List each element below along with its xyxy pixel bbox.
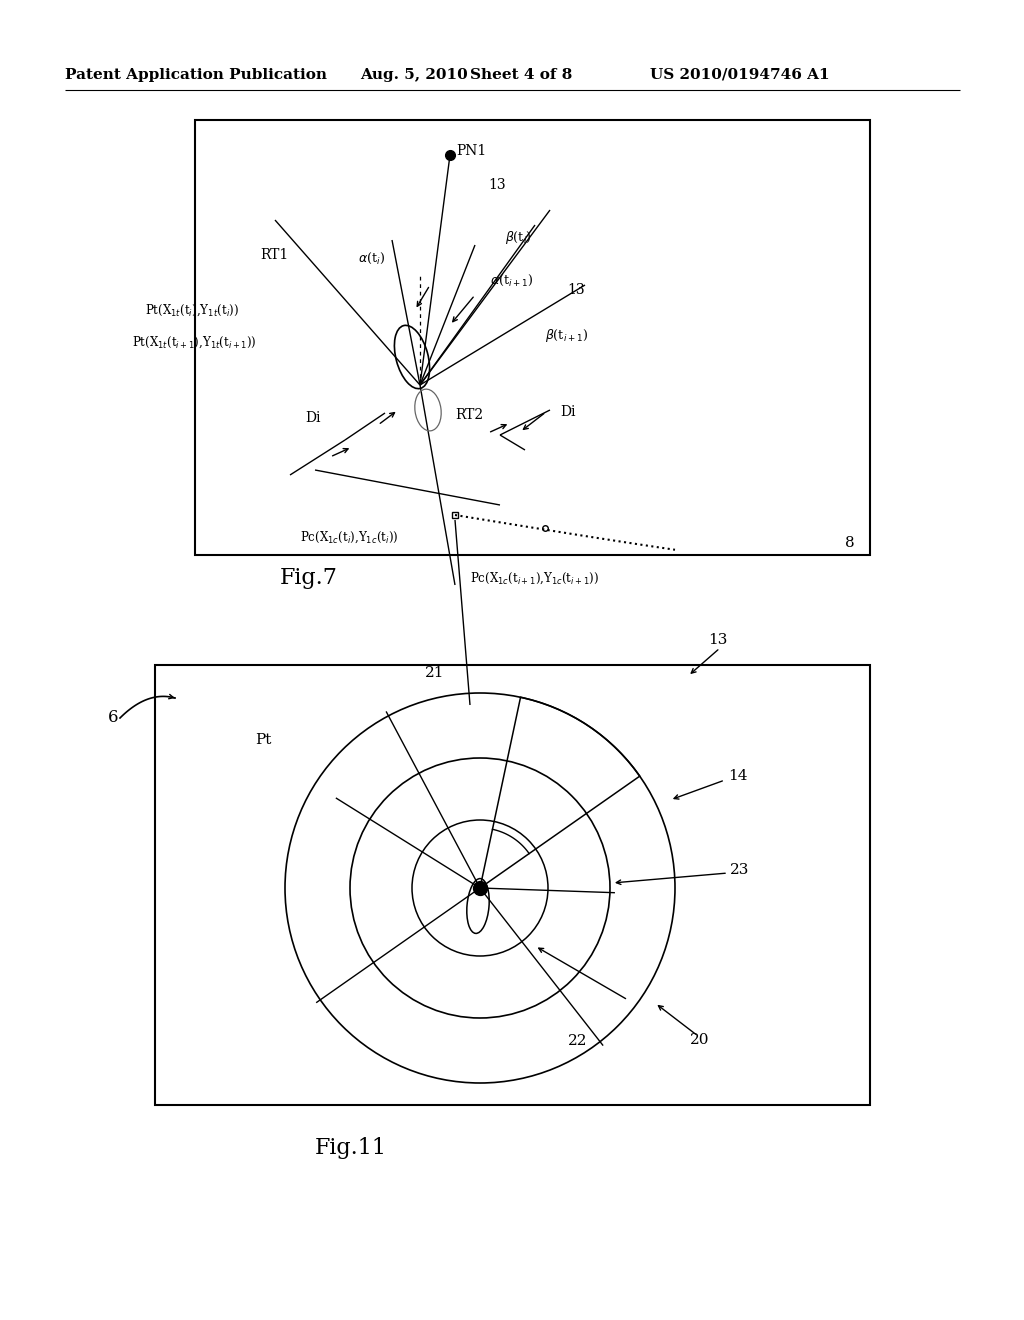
Text: Di: Di [560, 405, 575, 418]
Text: 8: 8 [845, 536, 855, 550]
Text: Fig.11: Fig.11 [315, 1137, 387, 1159]
Text: 13: 13 [708, 634, 727, 647]
Bar [155, 665, 870, 1105]
Text: 6: 6 [108, 710, 119, 726]
Text: PN1: PN1 [456, 144, 486, 158]
Text: Pc(X$_{1c}$(t$_i$),Y$_{1c}$(t$_i$)): Pc(X$_{1c}$(t$_i$),Y$_{1c}$(t$_i$)) [300, 529, 398, 545]
Text: RT1: RT1 [260, 248, 288, 261]
Text: 21: 21 [425, 667, 444, 680]
Text: Patent Application Publication: Patent Application Publication [65, 69, 327, 82]
Text: 14: 14 [728, 770, 748, 783]
Text: $\alpha$(t$_{i+1}$): $\alpha$(t$_{i+1}$) [490, 272, 534, 288]
Text: Pt(X$_{1t}$(t$_{i+1}$),Y$_{1t}$(t$_{i+1}$)): Pt(X$_{1t}$(t$_{i+1}$),Y$_{1t}$(t$_{i+1}… [132, 334, 257, 350]
Text: Di: Di [305, 411, 321, 425]
Text: Pt: Pt [255, 733, 271, 747]
Text: Aug. 5, 2010: Aug. 5, 2010 [360, 69, 468, 82]
Text: 13: 13 [567, 282, 585, 297]
Text: RT2: RT2 [455, 408, 483, 422]
Bar [195, 120, 870, 554]
Text: 20: 20 [690, 1034, 710, 1047]
Text: Pt(X$_{1t}$(t$_i$),Y$_{1t}$(t$_i$)): Pt(X$_{1t}$(t$_i$),Y$_{1t}$(t$_i$)) [145, 302, 239, 318]
Text: $\alpha$(t$_i$): $\alpha$(t$_i$) [358, 251, 385, 265]
Text: $\beta$(t$_{i+1}$): $\beta$(t$_{i+1}$) [545, 326, 588, 343]
Text: Fig.7: Fig.7 [280, 568, 338, 589]
Text: 23: 23 [730, 863, 750, 876]
Text: 22: 22 [568, 1034, 588, 1048]
Text: $\beta$(t$_i$): $\beta$(t$_i$) [505, 230, 531, 247]
Text: Sheet 4 of 8: Sheet 4 of 8 [470, 69, 572, 82]
Text: 13: 13 [488, 178, 506, 191]
Text: Pc(X$_{1c}$(t$_{i+1}$),Y$_{1c}$(t$_{i+1}$)): Pc(X$_{1c}$(t$_{i+1}$),Y$_{1c}$(t$_{i+1}… [470, 570, 599, 586]
Text: US 2010/0194746 A1: US 2010/0194746 A1 [650, 69, 829, 82]
